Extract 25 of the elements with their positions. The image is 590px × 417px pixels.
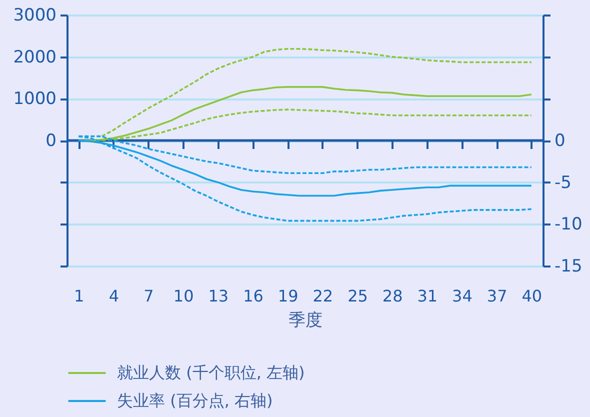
- x-tick-label: 16: [243, 286, 264, 306]
- x-tick-label: 4: [108, 286, 120, 306]
- legend-label: 就业人数 (千个职位, 左轴): [117, 363, 305, 382]
- x-tick-label: 25: [348, 286, 368, 306]
- y2-tick-label: -15: [554, 256, 582, 276]
- x-tick-label: 19: [278, 286, 298, 306]
- x-tick-label: 37: [486, 286, 508, 306]
- x-tick-label: 7: [144, 286, 154, 306]
- x-tick-label: 31: [417, 286, 438, 306]
- y2-tick-label: -5: [554, 172, 572, 193]
- x-tick-label: 22: [312, 286, 334, 306]
- y-tick-label: 1000: [13, 89, 56, 110]
- y2-tick-label: 0: [554, 131, 566, 151]
- legend-label: 失业率 (百分点, 右轴): [117, 391, 273, 410]
- y-tick-label: 2000: [13, 47, 56, 68]
- x-tick-label: 28: [382, 286, 403, 306]
- x-tick-label: 1: [74, 286, 84, 306]
- y-tick-label: 0: [46, 131, 56, 151]
- x-axis-title: 季度: [288, 310, 322, 330]
- x-tick-label: 34: [452, 286, 472, 306]
- x-tick-label: 10: [173, 286, 194, 306]
- y-tick-label: 3000: [13, 6, 56, 26]
- x-tick-label: 40: [522, 286, 542, 306]
- y2-tick-label: -10: [554, 214, 582, 235]
- x-tick-label: 13: [208, 286, 229, 306]
